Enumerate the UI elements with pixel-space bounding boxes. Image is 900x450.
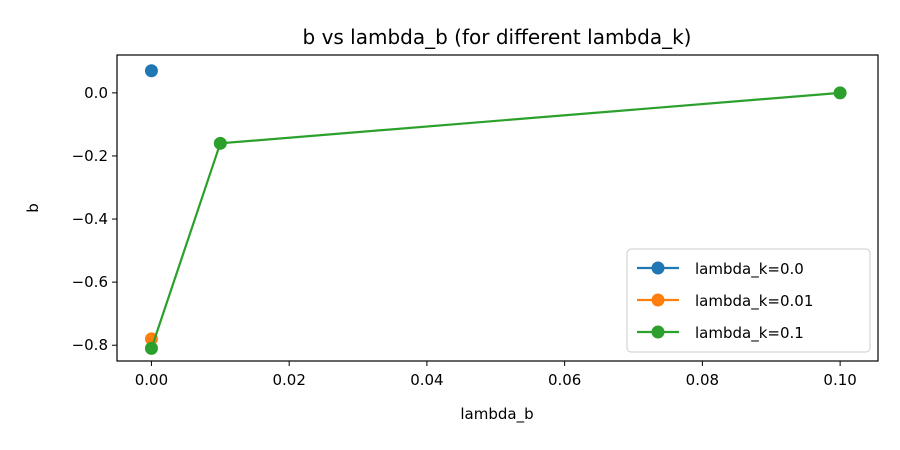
series-2 — [144, 86, 847, 355]
legend-box — [626, 248, 871, 353]
y-tick-label: −0.2 — [72, 147, 108, 165]
legend-marker — [651, 261, 665, 275]
y-axis-label: b — [24, 203, 42, 213]
data-point — [144, 341, 158, 355]
legend-marker — [651, 325, 665, 339]
y-tick-label: 0.0 — [84, 84, 108, 102]
legend-marker — [651, 293, 665, 307]
data-point — [833, 86, 847, 100]
data-point — [144, 64, 158, 78]
y-tick-label: −0.8 — [72, 336, 108, 354]
legend: lambda_k=0.0 lambda_k=0.01 lambda_k=0.1 — [626, 248, 871, 353]
series-layer — [144, 64, 847, 355]
data-point — [213, 136, 227, 150]
x-axis-label: lambda_b — [460, 405, 533, 424]
y-tick-label: −0.4 — [72, 210, 108, 228]
legend-label: lambda_k=0.1 — [695, 324, 804, 343]
x-tick-label: 0.02 — [272, 371, 305, 389]
y-tick-label: −0.6 — [72, 273, 108, 291]
legend-label: lambda_k=0.01 — [695, 292, 813, 311]
y-axis: 0.0 −0.2 −0.4 −0.6 −0.8 — [72, 84, 117, 354]
x-tick-label: 0.06 — [548, 371, 581, 389]
series-0 — [144, 64, 158, 78]
x-tick-label: 0.00 — [135, 371, 168, 389]
x-tick-label: 0.10 — [823, 371, 856, 389]
x-tick-label: 0.04 — [410, 371, 443, 389]
x-axis: 0.00 0.02 0.04 0.06 0.08 0.10 — [135, 361, 857, 389]
chart-title: b vs lambda_b (for different lambda_k) — [303, 25, 692, 49]
x-tick-label: 0.08 — [686, 371, 719, 389]
legend-label: lambda_k=0.0 — [695, 260, 804, 279]
